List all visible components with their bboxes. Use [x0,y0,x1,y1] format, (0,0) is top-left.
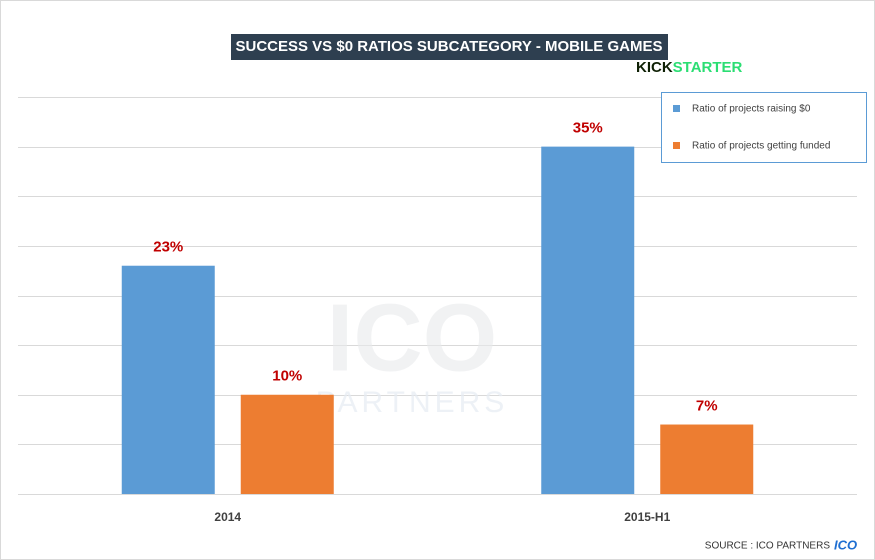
x-tick-label: 2014 [214,510,241,524]
chart-title: SUCCESS VS $0 RATIOS SUBCATEGORY - MOBIL… [235,38,662,55]
bar [541,146,635,494]
logo: KICKSTARTER [636,59,743,76]
logo-part: KICK [636,59,673,76]
value-label: 7% [696,397,718,414]
bar [121,265,215,494]
x-tick-label: 2015-H1 [624,510,670,524]
value-label: 23% [153,239,183,256]
value-label: 10% [272,368,302,385]
legend-label: Ratio of projects getting funded [692,141,830,152]
watermark: PARTNERS [316,386,509,419]
bar [240,394,334,494]
source-logo: ICO [834,537,857,552]
bars [121,146,754,494]
legend-swatch [673,142,680,149]
value-label: 35% [573,120,603,137]
title-background [231,34,668,60]
legend-swatch [673,105,680,112]
logo-part: STARTER [673,59,743,76]
legend-label: Ratio of projects raising $0 [692,104,811,115]
bar [660,424,754,494]
watermark: ICO [327,284,498,391]
legend-box [661,92,867,163]
source: SOURCE : ICO PARTNERS [705,541,831,552]
